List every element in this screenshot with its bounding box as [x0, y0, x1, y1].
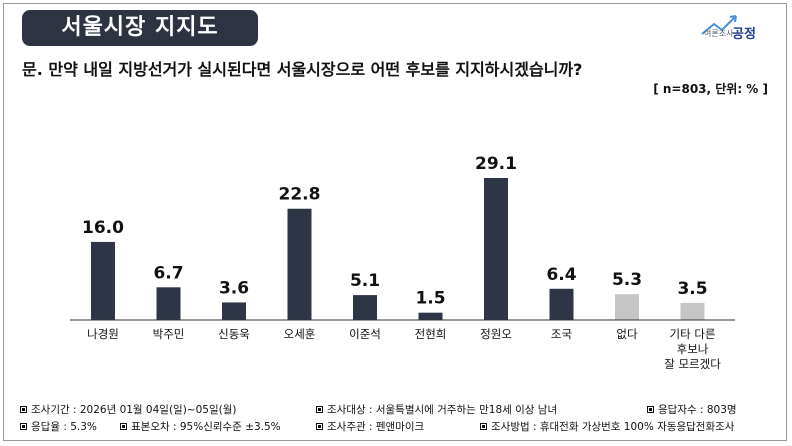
footer-item-period: 조사기간 : 2026년 01월 04일(일)~05일(월) — [20, 402, 236, 419]
category-label-7: 조국 — [551, 327, 572, 341]
footer-item-margin-of-error: 표본오차 : 95%신뢰수준 ±3.5% — [120, 419, 281, 436]
value-label-6: 29.1 — [475, 154, 517, 174]
category-label-5: 전현희 — [415, 327, 447, 341]
footer-item-respondents: 응답자수 : 803명 — [647, 402, 737, 419]
bar-6 — [484, 178, 508, 320]
value-label-1: 6.7 — [153, 263, 183, 283]
square-bullet-icon — [647, 406, 654, 413]
square-bullet-icon — [316, 423, 323, 430]
bar-4 — [353, 295, 377, 320]
bar-1 — [156, 287, 181, 320]
footer-item-target: 조사대상 : 서울특별시에 거주하는 만18세 이상 남녀 — [316, 402, 557, 419]
bar-5 — [418, 312, 443, 320]
footer-item-response-rate: 응답율 : 5.3% — [20, 419, 97, 436]
category-label-0: 나경원 — [87, 327, 119, 341]
footer-row-1: 조사기간 : 2026년 01월 04일(일)~05일(월) 조사대상 : 서울… — [20, 402, 780, 419]
square-bullet-icon — [316, 406, 323, 413]
category-label-6: 정원오 — [480, 327, 512, 341]
category-label-4: 이준석 — [349, 327, 381, 341]
survey-question: 문. 만약 내일 지방선거가 실시된다면 서울시장으로 어떤 후보를 지지하시겠… — [22, 60, 583, 79]
survey-footer: 조사기간 : 2026년 01월 04일(일)~05일(월) 조사대상 : 서울… — [20, 402, 780, 436]
bar-chart: 16.0 나경원 6.7 박주민 3.6 신동욱 22.8 오세훈 5.1 이준석 1.5 전현희 29… — [70, 154, 735, 371]
logo-label-brand: 공정 — [732, 27, 756, 42]
slide-frame — [3, 3, 787, 441]
category-label-2: 신동욱 — [218, 327, 250, 341]
value-label-2: 3.6 — [219, 278, 249, 298]
square-bullet-icon — [480, 423, 487, 430]
sample-unit-note: [ n=803, 단위: % ] — [653, 82, 768, 96]
logo-label-small: 여론조사 — [704, 29, 734, 38]
value-label-7: 6.4 — [546, 265, 576, 285]
bar-9 — [680, 302, 705, 320]
pollster-logo-icon — [701, 15, 737, 35]
value-label-0: 16.0 — [82, 218, 124, 238]
footer-item-sponsor: 조사주관 : 펜앤마이크 — [316, 419, 424, 436]
value-label-4: 5.1 — [350, 271, 380, 291]
square-bullet-icon — [120, 423, 127, 430]
footer-row-2: 응답율 : 5.3% 표본오차 : 95%신뢰수준 ±3.5% 조사주관 : 펜… — [20, 419, 780, 436]
bar-0 — [91, 241, 115, 320]
bar-7 — [549, 288, 574, 320]
bar-3 — [287, 208, 312, 320]
category-label-9: 기타 다른 후보나 잘 모르겠다 — [664, 327, 721, 371]
bar-8 — [615, 294, 639, 320]
category-label-3: 오세훈 — [284, 327, 316, 341]
value-label-9: 3.5 — [677, 279, 707, 299]
square-bullet-icon — [20, 423, 27, 430]
value-label-8: 5.3 — [612, 270, 642, 290]
category-label-1: 박주민 — [153, 327, 185, 341]
value-label-3: 22.8 — [279, 185, 321, 205]
value-label-5: 1.5 — [415, 289, 445, 309]
bar-2 — [222, 302, 246, 320]
footer-item-method: 조사방법 : 휴대전화 가상번호 100% 자동응답전화조사 — [480, 419, 734, 436]
square-bullet-icon — [20, 406, 27, 413]
page-title: 서울시장 지지도 — [22, 10, 258, 46]
category-label-8: 없다 — [616, 327, 638, 341]
